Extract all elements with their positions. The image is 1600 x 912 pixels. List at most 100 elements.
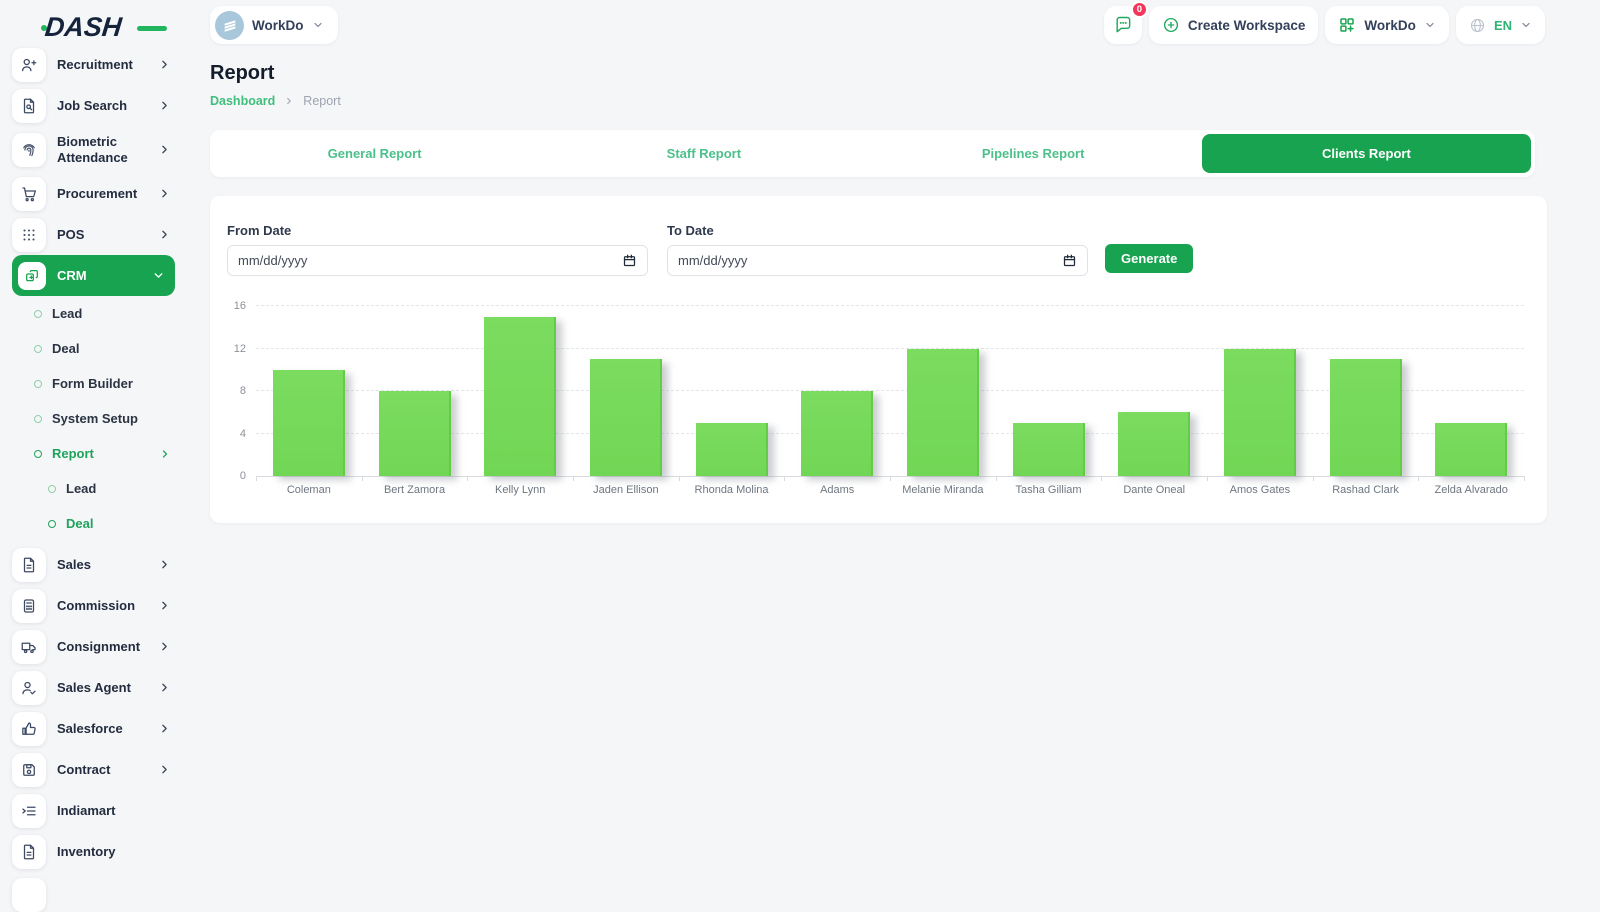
sidebar-subitem-label: Deal [52, 341, 80, 356]
sidebar-item-sales-agent[interactable]: Sales Agent [12, 667, 175, 708]
x-axis-tick [1101, 476, 1103, 481]
sidebar-item-contract[interactable]: Contract [12, 749, 175, 790]
sidebar-item-recruitment[interactable]: Recruitment [12, 44, 175, 85]
chevron-right-icon [162, 449, 168, 458]
sidebar-item-procurement[interactable]: Procurement [12, 173, 175, 214]
bullet-icon [34, 379, 42, 388]
sidebar-item-biometric-attendance[interactable]: Biometric Attendance [12, 126, 175, 173]
logo-text: DASH [43, 12, 124, 42]
sidebar-subitem-lead[interactable]: Lead [12, 296, 175, 331]
calendar-icon[interactable] [622, 253, 637, 268]
fingerprint-icon [12, 132, 46, 167]
sidebar-item-sales[interactable]: Sales [12, 544, 175, 585]
document-icon [12, 834, 46, 869]
sidebar-subitem-report-deal[interactable]: Deal [12, 506, 175, 541]
tab-clients-report[interactable]: Clients Report [1201, 134, 1531, 173]
create-workspace-button[interactable]: Create Workspace [1148, 6, 1319, 44]
sidebar-item-job-search[interactable]: Job Search [12, 85, 175, 126]
bar-slot [573, 306, 679, 476]
sidebar-item-label: CRM [57, 267, 87, 283]
sidebar-item-label: Biometric Attendance [57, 134, 128, 165]
grid-plus-icon [1340, 18, 1355, 32]
doc-search-icon [12, 88, 46, 123]
generate-button[interactable]: Generate [1105, 244, 1194, 273]
chart-bar [801, 391, 874, 476]
x-axis-tick [1312, 476, 1314, 481]
gridline [256, 390, 1524, 391]
chat-bubble-icon [1116, 16, 1131, 33]
messages-button[interactable]: 0 [1103, 1, 1148, 44]
sidebar-item-pos[interactable]: POS [12, 214, 175, 255]
calendar-icon[interactable] [1062, 253, 1077, 268]
sidebar-item-partial[interactable] [12, 878, 46, 912]
logo-dot-icon [41, 25, 47, 31]
sidebar-item-label: POS [57, 226, 85, 242]
x-axis-label: Amos Gates [1229, 484, 1291, 496]
chevron-right-icon [162, 189, 167, 198]
x-axis-labels: Coleman Bert Zamora Kelly Lynn Jaden Elliso… [256, 484, 1524, 496]
user-check-icon [12, 670, 46, 705]
sidebar-subitem-form-builder[interactable]: Form Builder [12, 366, 175, 401]
chart-bar [272, 369, 345, 476]
y-axis-tick-label: 0 [239, 470, 246, 482]
company-menu-button[interactable]: WorkDo [1325, 6, 1449, 44]
bar-slot [1418, 306, 1524, 476]
x-axis-label: Rashad Clark [1332, 484, 1399, 496]
calculator-icon [12, 588, 46, 623]
sidebar-subitem-system-setup[interactable]: System Setup [12, 401, 175, 436]
breadcrumb-current: Report [303, 94, 341, 108]
page-title: Report [210, 62, 275, 84]
sidebar-item-commission[interactable]: Commission [12, 585, 175, 626]
sidebar-item-inventory[interactable]: Inventory [12, 831, 175, 872]
tab-general-report[interactable]: General Report [327, 146, 422, 161]
app-logo[interactable]: DASH [41, 12, 167, 42]
cart-icon [12, 176, 46, 211]
chevron-right-icon [162, 601, 167, 610]
sidebar-item-crm[interactable]: CRM [12, 255, 175, 296]
workspace-switcher[interactable]: WorkDo [210, 6, 338, 44]
sidebar-item-salesforce[interactable]: Salesforce [12, 708, 175, 749]
user-plus-icon [12, 47, 46, 82]
report-tabs: General Report Staff Report Pipelines Re… [210, 130, 1535, 177]
create-workspace-label: Create Workspace [1187, 17, 1306, 33]
chart-bar [1329, 359, 1402, 476]
chevron-down-icon [1522, 22, 1530, 28]
x-axis-tick [573, 476, 574, 481]
workspace-name: WorkDo [252, 17, 304, 33]
sidebar-subitem-label: Lead [66, 481, 97, 496]
to-date-input[interactable]: mm/dd/yyyy [667, 245, 1088, 276]
sidebar-subitem-label: Report [52, 446, 94, 461]
x-axis-label: Jaden Ellison [593, 484, 659, 496]
x-axis-tick [1207, 476, 1208, 481]
chevron-right-icon [162, 145, 167, 154]
bar-slot [784, 306, 890, 476]
bar-slot [1207, 306, 1313, 476]
language-selector[interactable]: EN [1455, 6, 1545, 44]
x-axis-tick [1524, 476, 1525, 481]
sidebar-item-label: Inventory [57, 843, 116, 859]
sidebar-subitem-report[interactable]: Report [12, 436, 175, 471]
from-date-label: From Date [227, 223, 292, 238]
sidebar-subitem-report-lead[interactable]: Lead [12, 471, 175, 506]
x-axis-label: Melanie Miranda [902, 484, 984, 496]
x-axis-tick [467, 476, 469, 481]
bar-slot [996, 306, 1102, 476]
bar-slot [679, 306, 785, 476]
tab-staff-report[interactable]: Staff Report [666, 146, 742, 161]
bar-slot [1101, 306, 1207, 476]
x-axis-label: Zelda Alvarado [1434, 484, 1508, 496]
bar-slot [890, 306, 996, 476]
x-axis-tick [890, 476, 891, 481]
breadcrumb-dashboard-link[interactable]: Dashboard [210, 94, 276, 108]
sidebar-item-consignment[interactable]: Consignment [12, 626, 175, 667]
tab-pipelines-report[interactable]: Pipelines Report [981, 146, 1085, 161]
sidebar-subitem-deal[interactable]: Deal [12, 331, 175, 366]
circle-plus-icon [1163, 17, 1178, 33]
x-axis-tick [361, 476, 363, 481]
x-axis-tick [678, 476, 680, 481]
breadcrumb-separator-icon [287, 97, 292, 105]
sidebar-item-label: Procurement [57, 185, 138, 201]
from-date-input[interactable]: mm/dd/yyyy [227, 245, 648, 276]
sidebar-item-label: Sales [57, 556, 91, 572]
sidebar-item-indiamart[interactable]: Indiamart [12, 790, 175, 831]
